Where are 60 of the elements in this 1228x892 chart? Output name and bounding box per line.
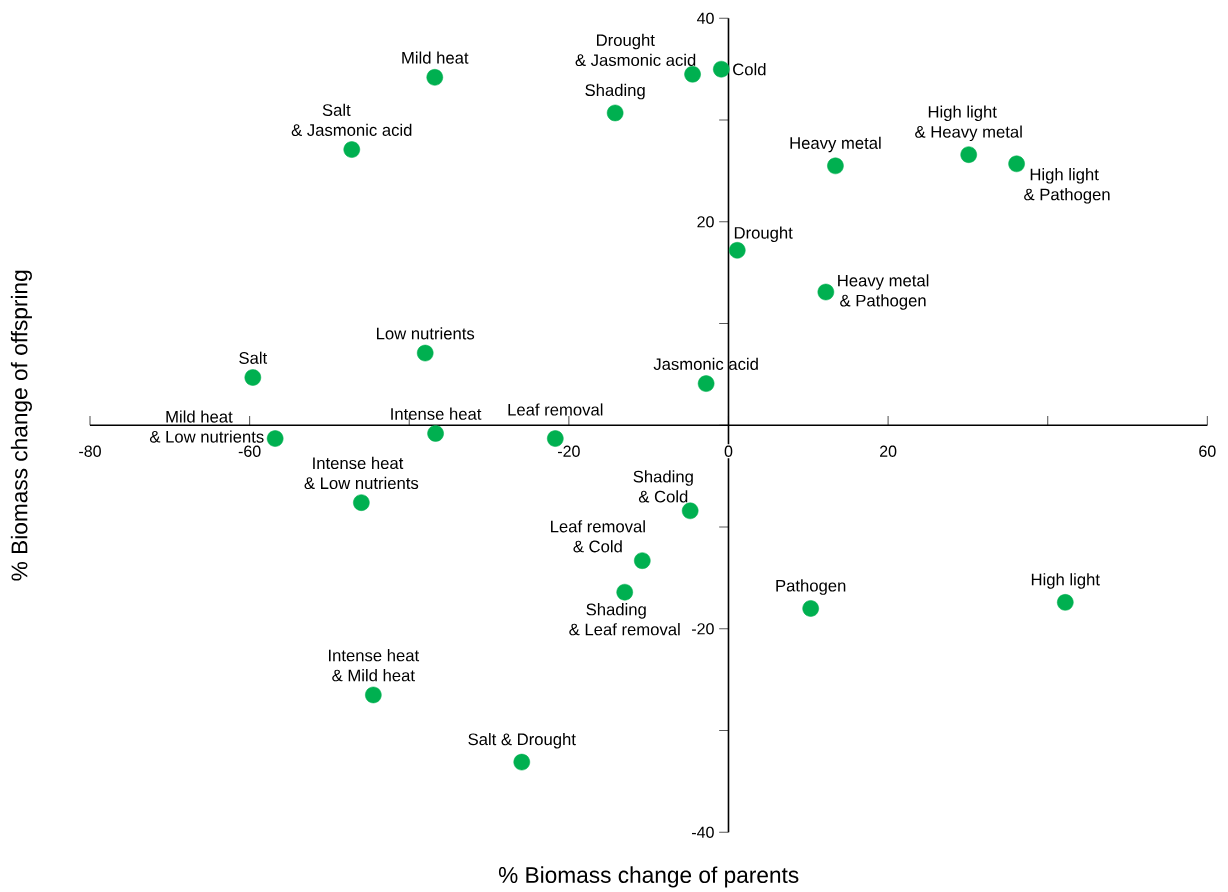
annotation: Drought & Jasmonic acid (575, 33, 696, 67)
point (416, 344, 434, 362)
x-tick-label: -60 (238, 445, 261, 457)
point (365, 686, 382, 704)
annotation: Jasmonic acid (653, 357, 758, 371)
annotation: Salt & Jasmonic acid (291, 103, 412, 137)
annotation: Intense heat & Mild heat (329, 649, 420, 682)
annotation: Heavy metal (790, 136, 881, 153)
y-tick-label: -40 (692, 826, 714, 839)
annotation: Mild heat & Low nutrients (149, 410, 264, 443)
annotation: Heavy metal & Pathogen (838, 274, 929, 310)
point (1057, 594, 1074, 611)
point (817, 283, 835, 301)
y-tick-label: -20 (692, 623, 714, 635)
x-tick-label: 60 (1199, 445, 1216, 457)
annotation: Leaf removal (508, 403, 603, 416)
y-tick-label: 20 (697, 216, 714, 228)
y-axis-title: % Biomass change of offspring (10, 270, 32, 581)
annotation: Cold (733, 63, 766, 76)
x-tick-label: -20 (558, 445, 580, 457)
x-axis-title: % Biomass change of parents (498, 866, 799, 888)
annotation: Salt (239, 351, 268, 364)
point (266, 430, 284, 447)
point (427, 425, 444, 442)
annotation: Drought (734, 226, 793, 243)
annotation: Shading & Cold (633, 470, 693, 503)
annotation: Shading (585, 83, 645, 100)
annotation: High light & Heavy metal (915, 105, 1022, 142)
point (513, 753, 531, 771)
point (634, 552, 651, 569)
point (353, 494, 370, 511)
annotation: Low nutrients (377, 327, 475, 340)
point (547, 430, 564, 447)
point (697, 375, 715, 392)
point (426, 69, 444, 86)
point (1008, 155, 1025, 173)
annotation: High light (1031, 573, 1100, 589)
x-tick-label: 20 (880, 445, 897, 457)
point (960, 146, 977, 163)
annotation: Shading & Leaf removal (569, 603, 680, 636)
annotation: Leaf removal & Cold (551, 520, 645, 553)
annotation: Pathogen (776, 579, 846, 595)
point (728, 242, 746, 259)
point (684, 66, 701, 83)
point (681, 502, 699, 520)
x-tick-label: 0 (724, 445, 733, 457)
point (827, 157, 844, 175)
annotation: Intense heat & Low nutrients (304, 456, 419, 490)
point (713, 60, 730, 78)
point (244, 369, 262, 386)
point (616, 583, 633, 601)
point (606, 104, 624, 122)
x-tick-label: -80 (79, 445, 101, 457)
point (343, 141, 361, 158)
annotation: Salt & Drought (468, 733, 576, 749)
y-tick-label: 40 (697, 12, 714, 25)
annotation: High light & Pathogen (1024, 168, 1110, 204)
point (802, 600, 819, 617)
annotation: Intense heat (391, 407, 482, 420)
annotation: Mild heat (402, 51, 469, 64)
